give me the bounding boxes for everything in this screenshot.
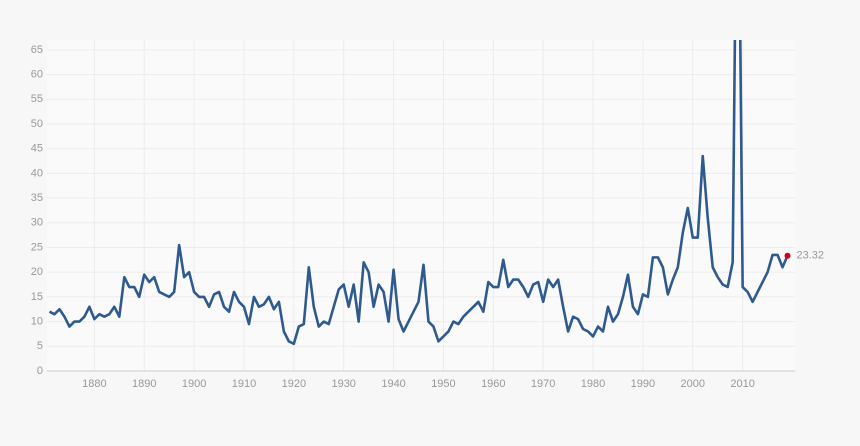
y-tick-label: 25 [31,241,43,253]
plot-area [47,40,795,371]
y-tick-label: 30 [31,217,43,229]
x-tick-label: 1900 [182,378,206,390]
last-point [784,252,791,259]
x-tick-label: 1910 [232,378,256,390]
line-series [48,40,789,346]
x-tick-label: 1940 [381,378,405,390]
x-tick-label: 2000 [681,378,705,390]
x-tick-label: 1890 [132,378,156,390]
x-tick-label: 1950 [431,378,455,390]
y-tick-label: 35 [31,192,43,204]
y-tick-label: 40 [31,167,43,179]
x-tick-label: 1990 [631,378,655,390]
y-tick-label: 45 [31,143,43,155]
y-tick-label: 55 [31,93,43,105]
y-tick-label: 10 [31,316,43,328]
x-tick-label: 1980 [581,378,605,390]
x-tick-label: 1960 [481,378,505,390]
y-tick-label: 5 [37,340,43,352]
last-value-label: 23.32 [797,250,825,262]
x-tick-label: 1930 [331,378,355,390]
line-layer [48,40,789,346]
x-tick-label: 1880 [82,378,106,390]
y-tick-label: 50 [31,118,43,130]
y-tick-label: 20 [31,266,43,278]
y-tick-label: 65 [31,44,43,56]
y-tick-label: 15 [31,291,43,303]
grid [47,40,795,372]
x-tick-label: 1970 [531,378,555,390]
x-tick-label: 2010 [730,378,754,390]
x-tick-label: 1920 [282,378,306,390]
y-tick-label: 60 [31,68,43,80]
y-tick-label: 0 [37,365,43,377]
